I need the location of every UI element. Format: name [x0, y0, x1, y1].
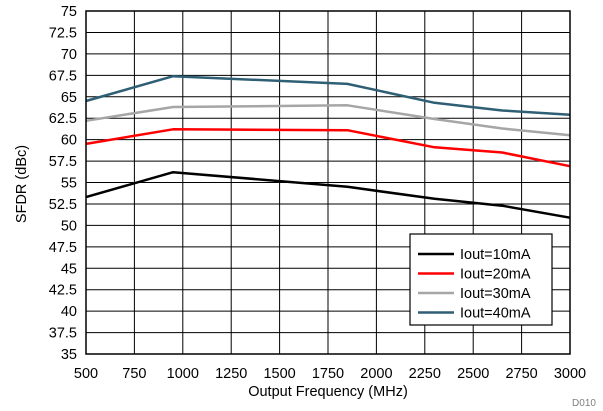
- x-tick-label: 2500: [457, 366, 489, 382]
- legend-label: Iout=30mA: [460, 286, 531, 302]
- y-tick-label: 42.5: [49, 283, 77, 299]
- series-line-2: [85, 128, 571, 168]
- x-tick-label: 1000: [167, 366, 199, 382]
- y-tick-label: 65: [61, 90, 77, 106]
- y-tick-label: 75: [61, 4, 77, 20]
- y-tick-label: 57.5: [49, 154, 77, 170]
- series-lines: [85, 74, 571, 219]
- y-tick-label: 47.5: [49, 240, 77, 256]
- x-tick-label: 500: [74, 366, 98, 382]
- y-tick-label: 55: [61, 176, 77, 192]
- series-line-1: [85, 170, 571, 219]
- y-tick-label: 40: [61, 304, 77, 320]
- legend-label: Iout=40mA: [460, 306, 531, 322]
- y-tick-label: 45: [61, 261, 77, 277]
- legend-box: [409, 233, 553, 326]
- y-axis-label: SFDR (dBc): [14, 145, 30, 223]
- x-tick-label: 1750: [312, 366, 344, 382]
- y-tick-label: 72.5: [49, 25, 77, 41]
- y-tick-label: 52.5: [49, 197, 77, 213]
- x-tick-label: 2250: [409, 366, 441, 382]
- legend: Iout=10mA Iout=20mA Iout=30mA Iout=40mA: [409, 233, 553, 326]
- legend-label: Iout=10mA: [460, 247, 531, 263]
- figure-id: D010: [572, 398, 596, 409]
- y-tick-label: 37.5: [49, 326, 77, 342]
- series-line-3: [85, 104, 571, 137]
- x-tick-label: 750: [122, 366, 146, 382]
- y-tick-label: 70: [61, 47, 77, 63]
- x-tick-label: 1500: [263, 366, 295, 382]
- plot-frame: [85, 10, 571, 355]
- y-tick-label: 35: [61, 347, 77, 363]
- y-tick-label: 62.5: [49, 111, 77, 127]
- y-tick-label: 60: [61, 133, 77, 149]
- x-tick-label: 2000: [360, 366, 392, 382]
- x-axis-label: Output Frequency (MHz): [248, 384, 408, 400]
- legend-label: Iout=20mA: [460, 267, 531, 283]
- x-tick-label: 1250: [215, 366, 247, 382]
- x-tick-labels: 500 750 1000 1250 1500 1750 2000 2250 2500 2750 30…: [74, 366, 586, 382]
- y-tick-labels: 35 37.5 40 42.5 45 47.5 50 52.5 55 57.5 60 62.5 65 67…: [49, 4, 77, 363]
- series-line-4: [85, 74, 571, 117]
- x-tick-label: 2750: [505, 366, 537, 382]
- x-tick-label: 3000: [554, 366, 586, 382]
- y-tick-label: 67.5: [49, 68, 77, 84]
- y-tick-label: 50: [61, 218, 77, 234]
